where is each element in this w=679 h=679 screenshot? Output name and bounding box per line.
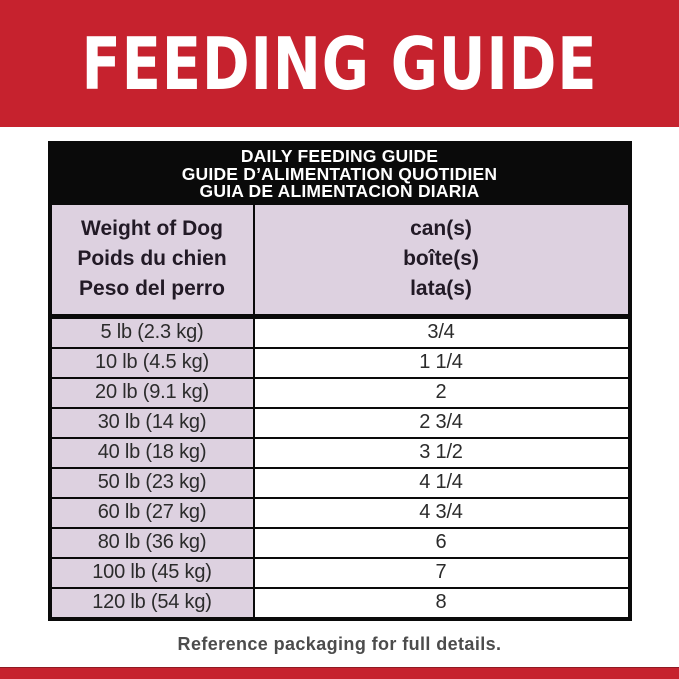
table-row: 10 lb (4.5 kg) 1 1/4 <box>51 346 628 377</box>
column-header-weight: Weight of Dog Poids du chien Peso del pe… <box>52 204 255 314</box>
cans-cell: 2 <box>254 378 628 407</box>
cans-cell: 2 3/4 <box>254 408 628 437</box>
table-title-es: GUIA DE ALIMENTACION DIARIA <box>199 181 480 201</box>
cans-header-fr: boîte(s) <box>403 247 479 270</box>
table-row: 60 lb (27 kg) 4 3/4 <box>51 496 628 527</box>
cans-cell: 4 3/4 <box>254 498 628 527</box>
weight-cell: 60 lb (27 kg) <box>51 498 255 527</box>
weight-header-en: Weight of Dog <box>81 217 223 240</box>
table-row: 40 lb (18 kg) 3 1/2 <box>51 436 628 467</box>
cans-cell: 8 <box>254 588 628 617</box>
cans-header-es: lata(s) <box>410 277 472 300</box>
cans-cell: 7 <box>254 558 628 587</box>
daily-feeding-table: DAILY FEEDING GUIDE GUIDE D’ALIMENTATION… <box>47 141 632 621</box>
cans-cell: 6 <box>254 528 628 557</box>
reference-note: Reference packaging for full details. <box>177 633 502 654</box>
table-title-block: DAILY FEEDING GUIDE GUIDE D’ALIMENTATION… <box>51 145 628 205</box>
banner-title: FEEDING GUIDE <box>81 21 598 106</box>
table-row: 5 lb (2.3 kg) 3/4 <box>51 316 628 347</box>
table-row: 50 lb (23 kg) 4 1/4 <box>51 466 628 497</box>
cans-cell: 3/4 <box>254 318 628 347</box>
table-row: 120 lb (54 kg) 8 <box>51 586 628 617</box>
weight-cell: 10 lb (4.5 kg) <box>51 348 255 377</box>
weight-cell: 30 lb (14 kg) <box>51 408 255 437</box>
weight-header-es: Peso del perro <box>79 277 225 300</box>
weight-cell: 5 lb (2.3 kg) <box>51 318 255 347</box>
weight-cell: 80 lb (36 kg) <box>51 528 255 557</box>
weight-cell: 50 lb (23 kg) <box>51 468 255 497</box>
cans-header-en: can(s) <box>410 217 472 240</box>
table-row: 20 lb (9.1 kg) 2 <box>51 376 628 407</box>
cans-cell: 4 1/4 <box>254 468 628 497</box>
cans-cell: 1 1/4 <box>254 348 628 377</box>
table-row: 30 lb (14 kg) 2 3/4 <box>51 406 628 437</box>
feeding-guide-banner: FEEDING GUIDE <box>0 0 679 127</box>
weight-cell: 120 lb (54 kg) <box>51 588 255 617</box>
table-column-headers: Weight of Dog Poids du chien Peso del pe… <box>51 204 628 317</box>
weight-header-fr: Poids du chien <box>77 247 227 270</box>
table-row: 80 lb (36 kg) 6 <box>51 526 628 557</box>
table-title-en: DAILY FEEDING GUIDE <box>240 146 439 166</box>
table-title-fr: GUIDE D’ALIMENTATION QUOTIDIEN <box>181 163 498 184</box>
weight-cell: 100 lb (45 kg) <box>51 558 255 587</box>
weight-cell: 40 lb (18 kg) <box>51 438 255 467</box>
weight-cell: 20 lb (9.1 kg) <box>51 378 255 407</box>
table-row: 100 lb (45 kg) 7 <box>51 556 628 587</box>
cans-cell: 3 1/2 <box>254 438 628 467</box>
bottom-red-strip <box>0 667 679 679</box>
column-header-cans: can(s) boîte(s) lata(s) <box>255 205 628 314</box>
